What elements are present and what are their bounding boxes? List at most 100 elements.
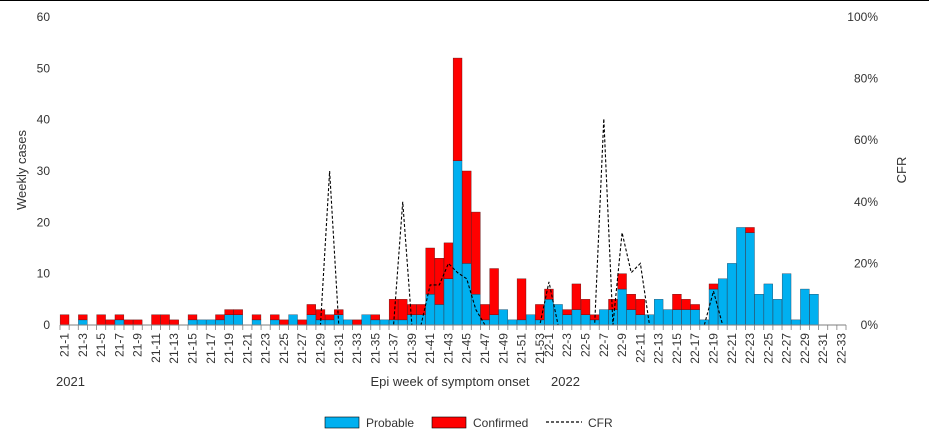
x-tick-label: 22-13 — [652, 333, 666, 364]
x-tick-label: 21-19 — [222, 333, 236, 364]
bar-confirmed — [516, 278, 527, 321]
bar-probable — [727, 263, 737, 326]
bar-probable — [324, 319, 335, 326]
bar-probable — [562, 314, 572, 326]
bar-probable — [663, 309, 673, 326]
x-tick-label: 22-7 — [597, 333, 611, 357]
x-tick-label: 21-51 — [515, 333, 529, 364]
x-tick-label: 22-23 — [743, 333, 757, 364]
bar-confirmed — [425, 247, 435, 295]
bar-confirmed — [535, 304, 545, 321]
bar-probable — [489, 314, 499, 326]
bar-confirmed — [617, 273, 627, 290]
bar-confirmed — [279, 319, 289, 326]
bar-probable — [745, 232, 755, 326]
x-tick-label: 21-3 — [76, 333, 90, 357]
x-tick-label: 21-49 — [496, 333, 510, 364]
x-tick-label: 22-5 — [579, 333, 593, 357]
bar-probable — [270, 319, 280, 326]
bar-probable — [233, 314, 243, 326]
x-tick-label: 21-53 — [533, 333, 547, 364]
bar-confirmed — [690, 304, 700, 310]
bar-confirmed — [434, 258, 444, 305]
bar-probable — [187, 319, 198, 326]
bar-probable — [553, 304, 563, 326]
y-tick-label: 40 — [37, 113, 51, 127]
x-tick-label: 21-9 — [131, 333, 145, 357]
bar-probable — [215, 319, 225, 326]
y-axis-title: Weekly cases — [14, 130, 29, 210]
bar-probable — [708, 288, 719, 326]
x-tick-label: 21-31 — [332, 333, 346, 364]
y-tick-label: 20 — [37, 215, 51, 229]
bar-probable — [635, 314, 645, 326]
x-tick-label: 21-39 — [405, 333, 419, 364]
bar-confirmed — [233, 309, 243, 315]
bar-probable — [114, 319, 125, 326]
year-label-2022: 2022 — [551, 374, 580, 389]
bar-probable — [434, 304, 444, 326]
bar-probable — [763, 283, 773, 326]
x-tick-label: 21-41 — [423, 333, 437, 364]
x-tick-label: 22-31 — [816, 333, 830, 364]
bar-probable — [544, 299, 554, 326]
bar-confirmed — [169, 319, 179, 326]
bar-probable — [443, 278, 454, 326]
cfr-layer — [64, 118, 842, 326]
bar-confirmed — [398, 299, 408, 321]
bar-probable — [772, 299, 783, 326]
bar-probable — [343, 319, 353, 326]
y-tick-label: 50 — [37, 61, 51, 75]
bar-confirmed — [635, 299, 645, 315]
bar-confirmed — [96, 314, 106, 326]
bar-confirmed — [480, 304, 490, 321]
x-tick-label: 22-19 — [706, 333, 720, 364]
bar-probable — [462, 263, 472, 326]
bar-confirmed — [471, 211, 481, 295]
x-tick-label: 21-13 — [167, 333, 181, 364]
y-tick-label: 30 — [37, 164, 51, 178]
x-tick-label: 21-43 — [441, 333, 455, 364]
y-tick-label: 0 — [43, 318, 50, 332]
bar-probable — [791, 319, 801, 326]
year-label-2021: 2021 — [56, 374, 85, 389]
bar-confirmed — [462, 170, 472, 264]
bar-probable — [206, 319, 216, 326]
x-tick-label: 21-1 — [58, 333, 72, 357]
bar-confirmed — [745, 227, 755, 233]
bar-confirmed — [306, 304, 316, 315]
bar-probable — [781, 273, 792, 326]
bar-confirmed — [416, 304, 426, 315]
bar-probable — [197, 319, 207, 326]
bar-confirmed — [544, 288, 554, 300]
y2-tick-label: 0% — [861, 318, 879, 332]
bar-probable — [507, 319, 518, 326]
bar-probable — [717, 278, 728, 326]
x-tick-label: 22-3 — [560, 333, 574, 357]
y2-tick-label: 60% — [854, 133, 878, 147]
x-tick-label: 21-11 — [149, 333, 163, 363]
bar-probable — [498, 309, 508, 326]
bar-probable — [78, 319, 88, 326]
bar-confirmed — [388, 299, 399, 321]
x-tick-label: 21-7 — [112, 333, 126, 357]
bar-confirmed — [452, 57, 463, 161]
bar-confirmed — [270, 314, 280, 321]
x-tick-label: 22-21 — [725, 333, 739, 364]
bar-confirmed — [324, 314, 335, 321]
bar-probable — [608, 309, 618, 326]
bar-confirmed — [224, 309, 234, 315]
bar-confirmed — [123, 319, 134, 326]
bar-confirmed — [133, 319, 143, 326]
bar-probable — [288, 314, 298, 326]
x-tick-label: 22-11 — [633, 333, 647, 363]
bar-confirmed — [626, 294, 636, 310]
x-tick-label: 21-47 — [478, 333, 492, 364]
bar-confirmed — [672, 294, 682, 310]
x-tick-label: 22-33 — [834, 333, 848, 364]
bar-probable — [599, 309, 609, 326]
bar-confirmed — [114, 314, 125, 321]
x-tick-label: 21-35 — [368, 333, 382, 364]
y2-axis-title: CFR — [894, 157, 909, 184]
